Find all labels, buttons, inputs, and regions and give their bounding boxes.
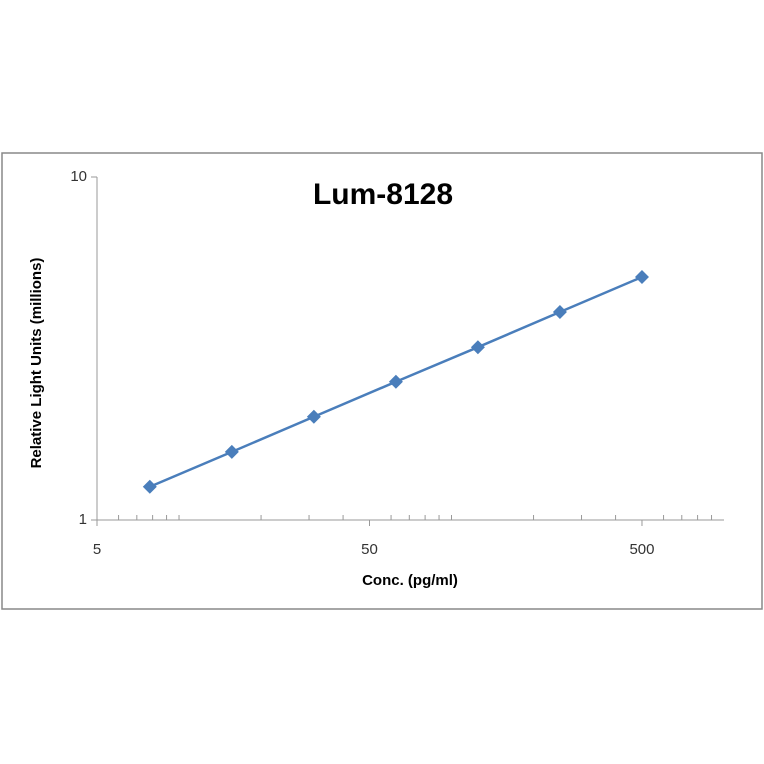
marker <box>634 270 649 285</box>
marker <box>142 479 157 494</box>
x-tick-label: 500 <box>629 541 654 558</box>
chart-frame <box>1 152 763 610</box>
marker <box>388 374 403 389</box>
y-axis-label: Relative Light Units (millions) <box>28 258 45 469</box>
y-tick-label: 1 <box>79 511 87 528</box>
marker <box>470 340 485 355</box>
y-tick-label: 10 <box>70 168 87 185</box>
marker <box>224 444 239 459</box>
x-tick-label: 5 <box>93 541 101 558</box>
x-axis-label: Conc. (pg/ml) <box>362 572 458 589</box>
marker <box>552 305 567 320</box>
x-tick-label: 50 <box>361 541 378 558</box>
chart-title: Lum-8128 <box>313 178 453 211</box>
marker <box>306 409 321 424</box>
